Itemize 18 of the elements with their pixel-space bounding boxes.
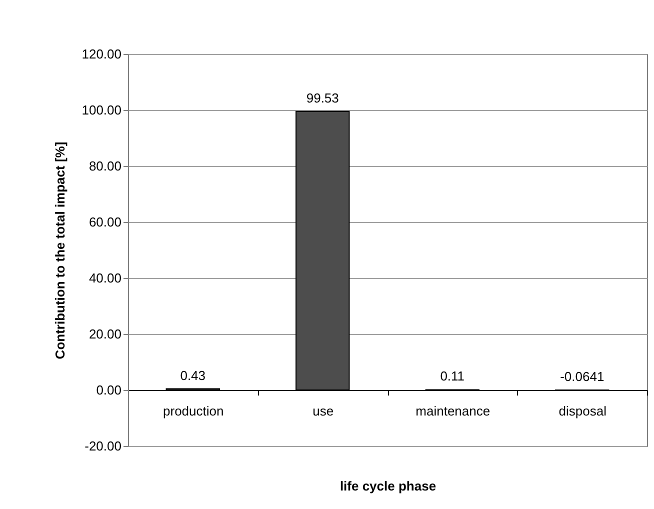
y-tick-label: 100.00 xyxy=(82,102,122,118)
data-label: 0.11 xyxy=(440,368,465,384)
data-label: 0.43 xyxy=(180,368,206,383)
y-tick-label: 40.00 xyxy=(88,270,122,286)
y-tick-label: -20.00 xyxy=(84,438,122,454)
x-tick-label: production xyxy=(163,404,224,418)
y-tick-label: 80.00 xyxy=(88,158,122,174)
y-tick-label: 0.00 xyxy=(96,382,122,398)
data-label: 99.53 xyxy=(306,90,339,106)
y-tick-label: 120.00 xyxy=(82,46,122,62)
y-tick-label: 60.00 xyxy=(88,214,122,230)
data-label: -0.0641 xyxy=(560,369,604,384)
x-tick-label: maintenance xyxy=(416,404,490,418)
x-tick-label: disposal xyxy=(558,404,607,418)
x-axis-title: life cycle phase xyxy=(340,478,436,494)
y-tick-label: 20.00 xyxy=(88,326,122,342)
y-axis-title: Contribution to the total impact [%] xyxy=(52,142,68,360)
x-tick-label: use xyxy=(312,404,334,418)
